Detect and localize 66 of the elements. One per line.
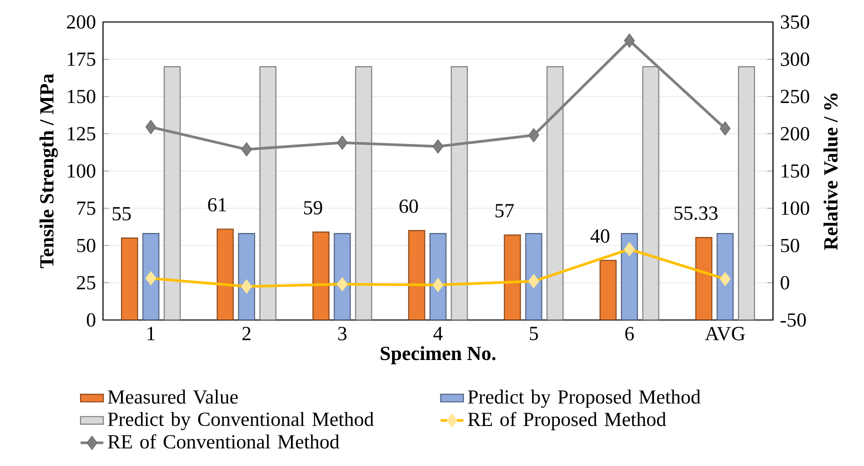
point (145, 120, 156, 134)
bar (259, 66, 276, 320)
y2-tick-label: 250 (780, 90, 810, 104)
legend-label: RE of Proposed Method (468, 412, 666, 430)
bar (334, 233, 351, 320)
bar (620, 233, 638, 320)
x-tick-label: AVG (704, 326, 745, 340)
y-tick-label: 50 (77, 238, 96, 252)
point (720, 121, 731, 136)
data-label: 60 (400, 199, 418, 213)
point (336, 136, 348, 150)
bar (121, 238, 138, 320)
point (528, 128, 540, 142)
bar (408, 230, 426, 320)
y-tick-label: 125 (68, 127, 96, 140)
x-tick-label: 3 (338, 326, 347, 340)
legend-label: RE of Conventional Method (108, 434, 340, 449)
y2-tick-label: -50 (780, 313, 806, 327)
data-label: 57 (496, 204, 514, 218)
y-tick-label: 25 (76, 276, 96, 290)
x-tick-label: 5 (530, 326, 538, 340)
x-tick-label: 6 (625, 326, 634, 340)
y2-tick-label: 300 (780, 52, 810, 66)
point (624, 34, 635, 48)
data-label: 55 (112, 207, 131, 220)
bar (312, 232, 330, 320)
y2-tick-label: 200 (780, 126, 810, 140)
y2-tick-label: 350 (780, 15, 810, 29)
point (432, 139, 444, 154)
y2-tick-label: 0 (780, 276, 790, 290)
y-tick-label: 200 (66, 15, 96, 29)
y-tick-label: 100 (68, 164, 96, 178)
bar (355, 66, 372, 320)
data-label: 40 (590, 229, 610, 243)
data-label: 61 (208, 198, 226, 212)
legend-label: Predict by Conventional Method (108, 412, 374, 430)
legend-label: Measured Value (108, 390, 238, 404)
bar (450, 66, 468, 320)
point (241, 142, 252, 156)
bar (238, 233, 256, 320)
y2-tick-label: 100 (782, 201, 810, 215)
bar (695, 237, 712, 320)
y-axis-title: Tensile Strength / MPa (40, 74, 58, 268)
x-axis-title: Specimen No. (380, 346, 496, 364)
legend-label: Predict by Proposed Method (468, 390, 700, 408)
bar (429, 233, 447, 320)
y-tick-label: 75 (77, 202, 96, 215)
x-tick-label: 2 (242, 326, 250, 340)
bar (504, 234, 521, 320)
bar (525, 233, 542, 320)
bar (546, 66, 564, 320)
bar (716, 233, 734, 320)
y-tick-label: 175 (68, 52, 96, 66)
bar (600, 260, 617, 320)
y-tick-label: 150 (68, 90, 96, 104)
y2-axis-title: Relative Value / % (824, 94, 838, 250)
y2-tick-label: 50 (781, 238, 800, 252)
x-tick-label: 1 (148, 326, 155, 340)
y2-tick-label: 150 (782, 164, 810, 178)
data-label: 59 (304, 201, 322, 214)
data-label: 55.33 (674, 206, 718, 220)
y-tick-label: 0 (86, 313, 96, 327)
bar (142, 233, 160, 320)
bar (738, 66, 756, 320)
bar (164, 66, 181, 320)
x-tick-label: 4 (433, 326, 443, 340)
